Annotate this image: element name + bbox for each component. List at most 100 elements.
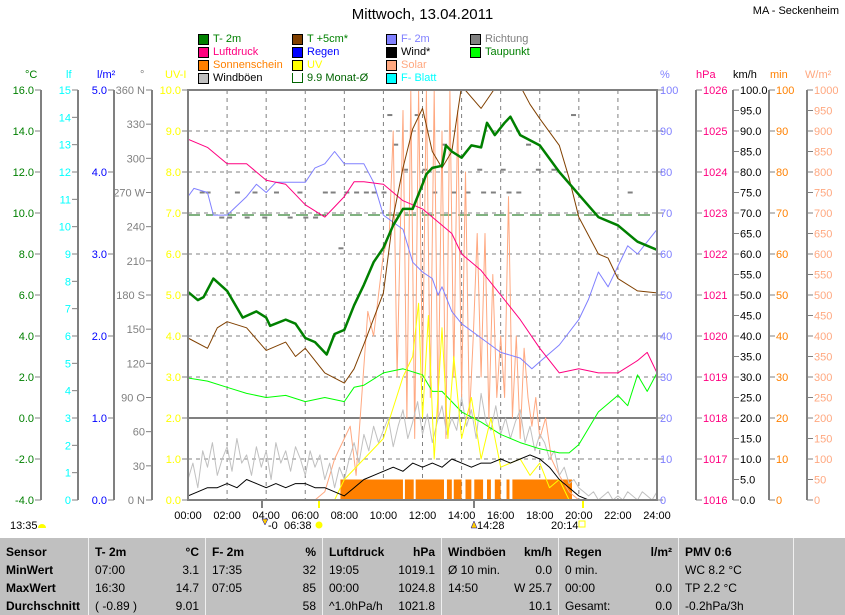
sunshine-bar xyxy=(512,479,572,500)
legend-swatch-icon xyxy=(198,72,209,84)
sunrise-time: 06:38 xyxy=(284,520,312,532)
wind-direction-mark xyxy=(338,247,344,250)
wind-direction-mark xyxy=(465,191,471,194)
table-value: 1021.8 xyxy=(398,599,435,613)
table-value: 0.0 xyxy=(655,599,672,613)
axis-tick-label-temp: 2.0 xyxy=(19,372,34,384)
axis-tick-label-hpa: 1021 xyxy=(703,290,727,302)
table-value: 1019.1 xyxy=(398,563,435,577)
axis-tick-label-min: 80 xyxy=(776,167,788,179)
axis-tick-label-kmh: 75.0 xyxy=(740,188,761,200)
axis-tick-label-leaf: 5 xyxy=(65,358,71,370)
x-tick-label: 04:00 xyxy=(252,510,280,522)
statistics-table: SensorMinWertMaxWertDurchschnitt13.04. 2… xyxy=(0,538,845,615)
table-header-unit: % xyxy=(305,545,316,559)
wind-direction-mark xyxy=(393,143,399,146)
x-tick-label: 02:00 xyxy=(213,510,241,522)
axis-tick-label-pct: 20 xyxy=(660,413,672,425)
axis-tick-label-kmh: 45.0 xyxy=(740,311,761,323)
x-tick-label: 12:00 xyxy=(409,510,437,522)
table-value: 32 xyxy=(302,563,316,577)
sunshine-bar xyxy=(446,479,452,500)
moon-marker-icon xyxy=(261,501,263,508)
axis-unit-rain: l/m² xyxy=(97,69,116,81)
legend-label: F- 2m xyxy=(401,33,430,45)
axis-tick-label-leaf: 3 xyxy=(65,413,71,425)
legend-label: Taupunkt xyxy=(485,46,530,58)
weather-chart: °C16.014.012.010.08.06.04.02.00.0-2.0-4.… xyxy=(10,69,838,532)
axis-tick-label-hpa: 1017 xyxy=(703,454,727,466)
legend-item-regen: Regen xyxy=(292,46,339,58)
legend-item-sonnenschein: Sonnenschein xyxy=(198,59,283,71)
table-cell: 14:50 xyxy=(448,581,479,595)
table-cell: 00:00 xyxy=(565,581,596,595)
legend-label: F- Blatt xyxy=(401,72,437,84)
axis-tick-label-uv: 9.0 xyxy=(166,126,181,138)
axis-tick-label-wm2: 950 xyxy=(814,106,832,118)
wind-direction-mark xyxy=(313,216,319,219)
axis-tick-label-kmh: 65.0 xyxy=(740,229,761,241)
wind-direction-mark xyxy=(205,191,211,194)
axis-tick-label-leaf: 1 xyxy=(65,468,71,480)
axis-tick-label-pct: 90 xyxy=(660,126,672,138)
sunshine-bar xyxy=(404,479,414,500)
table-column: Luftdruck hPa 19:05 1019.1 00:00 1024.8 ^1.0hP… xyxy=(322,538,441,615)
axis-tick-label-leaf: 2 xyxy=(65,440,71,452)
legend-swatch-icon xyxy=(470,46,481,58)
table-cell: 07:05 xyxy=(212,581,243,595)
x-tick-label: 24:00 xyxy=(643,510,671,522)
axis-tick-label-leaf: 6 xyxy=(65,331,71,343)
table-cell: MinWert xyxy=(6,563,54,577)
legend-label: T- 2m xyxy=(213,33,242,45)
x-tick-label: 16:00 xyxy=(487,510,515,522)
legend-swatch-icon xyxy=(386,59,397,71)
table-header: Regen xyxy=(565,545,602,559)
axis-tick-label-kmh: 0.0 xyxy=(740,495,755,507)
axis-tick-label-kmh: 10.0 xyxy=(740,454,761,466)
legend-swatch-icon xyxy=(198,46,209,58)
wind-direction-mark xyxy=(526,143,532,146)
axis-tick-label-kmh: 55.0 xyxy=(740,270,761,282)
table-header: Sensor xyxy=(6,545,47,559)
table-header-unit: hPa xyxy=(412,545,435,559)
wind-direction-mark xyxy=(244,216,250,219)
axis-tick-label-wm2: 350 xyxy=(814,352,832,364)
table-cell: 16:30 xyxy=(95,581,126,595)
legend-item-solar: Solar xyxy=(386,59,427,71)
axis-tick-label-uv: 4.0 xyxy=(166,331,181,343)
axis-tick-label-wm2: 450 xyxy=(814,311,832,323)
axis-tick-label-deg: 270 W xyxy=(113,188,145,200)
table-value: 1024.8 xyxy=(398,581,435,595)
axis-tick-label-wm2: 900 xyxy=(814,126,832,138)
wind-direction-mark xyxy=(297,191,303,194)
axis-tick-label-uv: 2.0 xyxy=(166,413,181,425)
x-tick-label: 00:00 xyxy=(174,510,202,522)
wind-direction-mark xyxy=(252,191,258,194)
legend-swatch-icon xyxy=(292,33,303,45)
table-value: 85 xyxy=(302,581,316,595)
series-line-f-2m xyxy=(188,151,657,370)
axis-tick-label-deg: 300 xyxy=(127,153,145,165)
axis-tick-label-uv: 5.0 xyxy=(166,290,181,302)
axis-tick-label-min: 30 xyxy=(776,372,788,384)
series-line-windb-en xyxy=(188,392,657,500)
axis-tick-label-temp: 8.0 xyxy=(19,249,34,261)
axis-unit-temp: °C xyxy=(25,69,37,81)
wind-direction-mark xyxy=(442,143,448,146)
axis-tick-label-rain: 2.0 xyxy=(92,331,107,343)
axis-tick-label-wm2: 200 xyxy=(814,413,832,425)
axis-unit-kmh: km/h xyxy=(733,69,757,81)
series-line-t-2m xyxy=(188,115,657,356)
legend-item-wind: Wind* xyxy=(386,46,430,58)
wind-direction-mark xyxy=(535,168,541,171)
axis-tick-label-uv: 10.0 xyxy=(160,85,181,97)
series-line-taupunkt xyxy=(188,368,657,454)
moonrise-marker-icon xyxy=(473,501,475,508)
table-cell: 00:00 xyxy=(329,581,360,595)
axis-tick-label-uv: 1.0 xyxy=(166,454,181,466)
plot-frame xyxy=(187,89,658,501)
axis-tick-label-wm2: 700 xyxy=(814,208,832,220)
axis-tick-label-hpa: 1026 xyxy=(703,85,727,97)
table-column xyxy=(793,538,845,615)
axis-tick-label-leaf: 0 xyxy=(65,495,71,507)
